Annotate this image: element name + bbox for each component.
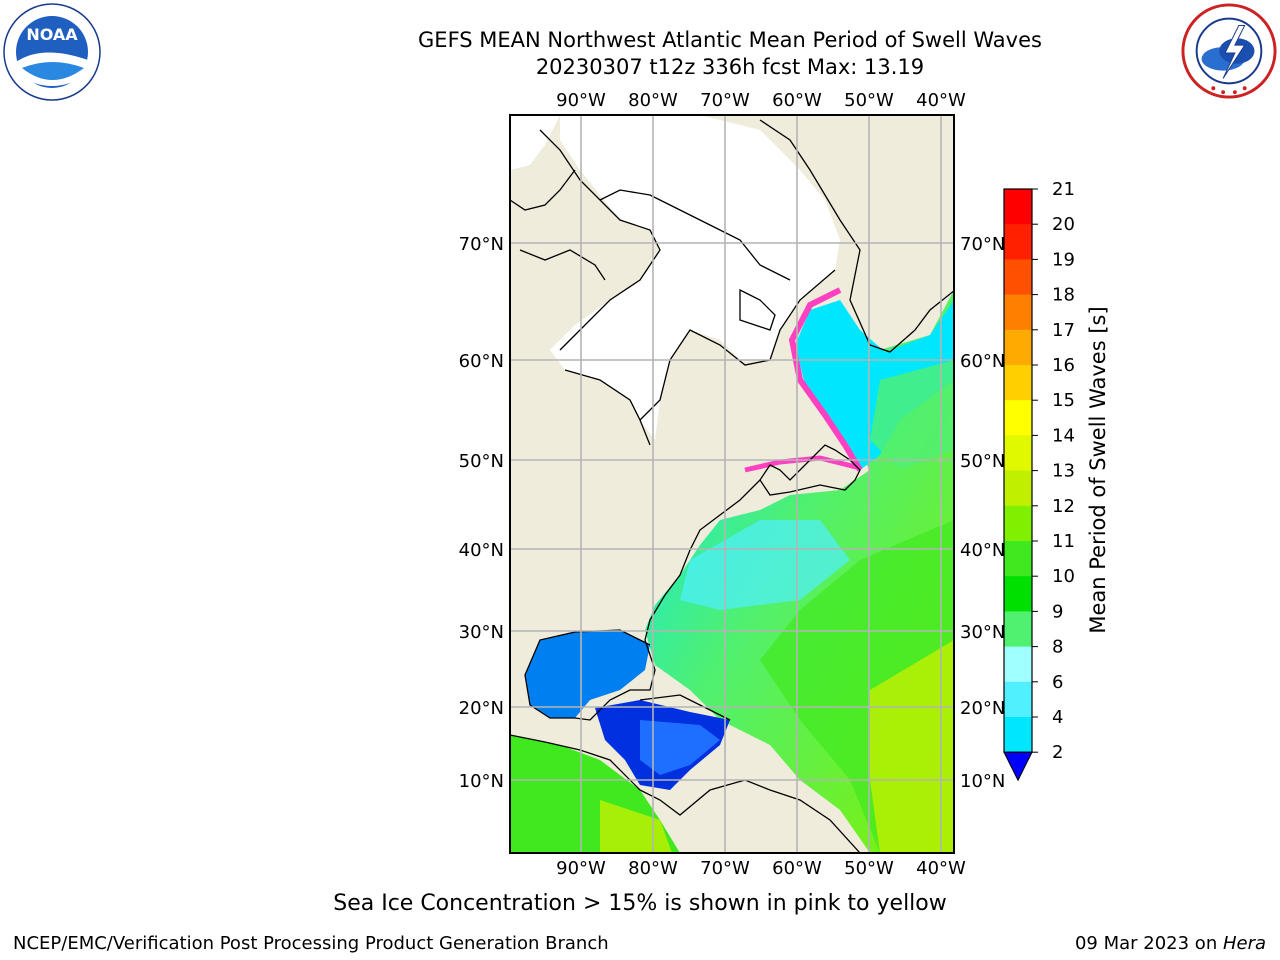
lon-labels-bottom: 90°W 80°W 70°W 60°W 50°W 40°W: [556, 858, 966, 879]
lat-labels-left: 70°N 60°N 50°N 40°N 30°N 20°N 10°N: [459, 234, 504, 792]
colorbar-band: [1004, 294, 1032, 331]
labrador-green-zone: [870, 360, 954, 470]
lat-label: 60°N: [960, 351, 1005, 372]
lat-label: 20°N: [960, 698, 1005, 719]
lon-label: 80°W: [628, 90, 678, 111]
south-america-yellow-zone: [600, 800, 672, 853]
lat-label: 20°N: [459, 698, 504, 719]
credit-text: NCEP/EMC/Verification Post Processing Pr…: [13, 933, 609, 954]
colorbar-tick-label: 4: [1052, 707, 1063, 728]
colorbar-tick-label: 13: [1052, 461, 1075, 482]
lon-label: 60°W: [772, 858, 822, 879]
swell-7-8s-zone: [680, 520, 850, 610]
lat-label: 10°N: [459, 771, 504, 792]
noaa-logo: NOAA: [3, 3, 101, 101]
colorbar-tick-label: 6: [1052, 672, 1063, 693]
colorbar-band: [1004, 681, 1032, 718]
colorbar-tick-label: 16: [1052, 355, 1075, 376]
arctic-ice-cover: [550, 115, 840, 440]
colorbar: 21 20 19 18 17 16 15 14 13 12 11 10 9 8 6 4 2: [1003, 179, 1075, 782]
colorbar-tick-label: 21: [1052, 179, 1075, 200]
lat-label: 30°N: [459, 622, 504, 643]
lat-label: 40°N: [459, 540, 504, 561]
lon-label: 80°W: [628, 858, 678, 879]
lon-labels-top: 90°W 80°W 70°W 60°W 50°W 40°W: [556, 90, 966, 111]
lon-label: 70°W: [700, 858, 750, 879]
colorbar-under-triangle: [1003, 751, 1033, 782]
run-date: 09 Mar 2023 on Hera: [1075, 933, 1266, 954]
lat-label: 10°N: [960, 771, 1005, 792]
lat-label: 40°N: [960, 540, 1005, 561]
colorbar-band: [1004, 505, 1032, 542]
colorbar-tick-label: 14: [1052, 425, 1075, 446]
colorbar-tick-label: 8: [1052, 637, 1063, 658]
lon-label: 50°W: [844, 858, 894, 879]
map-frame: [509, 114, 955, 854]
lat-label: 30°N: [960, 622, 1005, 643]
lon-label: 90°W: [556, 858, 606, 879]
lon-label: 40°W: [916, 858, 966, 879]
colorbar-tick-label: 18: [1052, 285, 1075, 306]
lat-label: 50°N: [459, 451, 504, 472]
coastlines: [510, 119, 954, 853]
colorbar-band: [1004, 576, 1032, 612]
colorbar-label: Mean Period of Swell Waves [s]: [1086, 306, 1110, 634]
lat-labels-right: 70°N 60°N 50°N 40°N 30°N 20°N 10°N: [960, 234, 1005, 792]
colorbar-tick-label: 9: [1052, 601, 1063, 622]
colorbar-tick-label: 10: [1052, 566, 1075, 587]
colorbar-tick-label: 17: [1052, 320, 1075, 341]
colorbar-tick-label: 11: [1052, 531, 1075, 552]
colorbar-tick-label: 2: [1052, 742, 1063, 763]
gulf-of-mexico-field: [525, 630, 650, 718]
lon-label: 50°W: [844, 90, 894, 111]
colorbar-band: [1004, 365, 1032, 401]
colorbar-band: [1004, 435, 1032, 472]
lat-label: 60°N: [459, 351, 504, 372]
colorbar-band: [1004, 470, 1032, 507]
graticule: [510, 115, 954, 853]
colorbar-tick-label: 15: [1052, 390, 1075, 411]
colorbar-band: [1004, 259, 1032, 296]
colorbar-band: [1004, 717, 1032, 753]
lon-label: 90°W: [556, 90, 606, 111]
colorbar-tick-label: 12: [1052, 496, 1075, 517]
caribbean-east-zone: [640, 720, 720, 775]
swell-12-13s-zone: [870, 640, 954, 853]
run-date-text: 09 Mar 2023 on: [1074, 933, 1223, 954]
noaa-logo-text: NOAA: [26, 25, 78, 44]
colorbar-band: [1004, 611, 1032, 648]
arctic-ice-cover-nw: [510, 115, 560, 170]
lat-label: 70°N: [960, 234, 1005, 255]
chart-subtitle: 20230307 t12z 336h fcst Max: 13.19: [535, 55, 925, 79]
colorbar-band: [1004, 189, 1032, 225]
lon-label: 60°W: [772, 90, 822, 111]
colorbar-band: [1004, 329, 1032, 366]
lat-label: 50°N: [960, 451, 1005, 472]
lon-label: 70°W: [700, 90, 750, 111]
run-host: Hera: [1222, 933, 1266, 954]
sea-ice-edge: [788, 287, 863, 472]
map-field: [510, 115, 954, 853]
colorbar-band: [1004, 400, 1032, 436]
chart-title: GEFS MEAN Northwest Atlantic Mean Period…: [418, 28, 1042, 52]
sea-ice-note: Sea Ice Concentration > 15% is shown in …: [333, 891, 947, 916]
colorbar-tick-label: 20: [1052, 214, 1075, 235]
lon-label: 40°W: [916, 90, 966, 111]
colorbar-band: [1004, 541, 1032, 577]
nws-logo: [1181, 3, 1277, 99]
colorbar-band: [1004, 646, 1032, 683]
lat-label: 70°N: [459, 234, 504, 255]
colorbar-band: [1004, 224, 1032, 260]
colorbar-tick-label: 19: [1052, 249, 1075, 270]
